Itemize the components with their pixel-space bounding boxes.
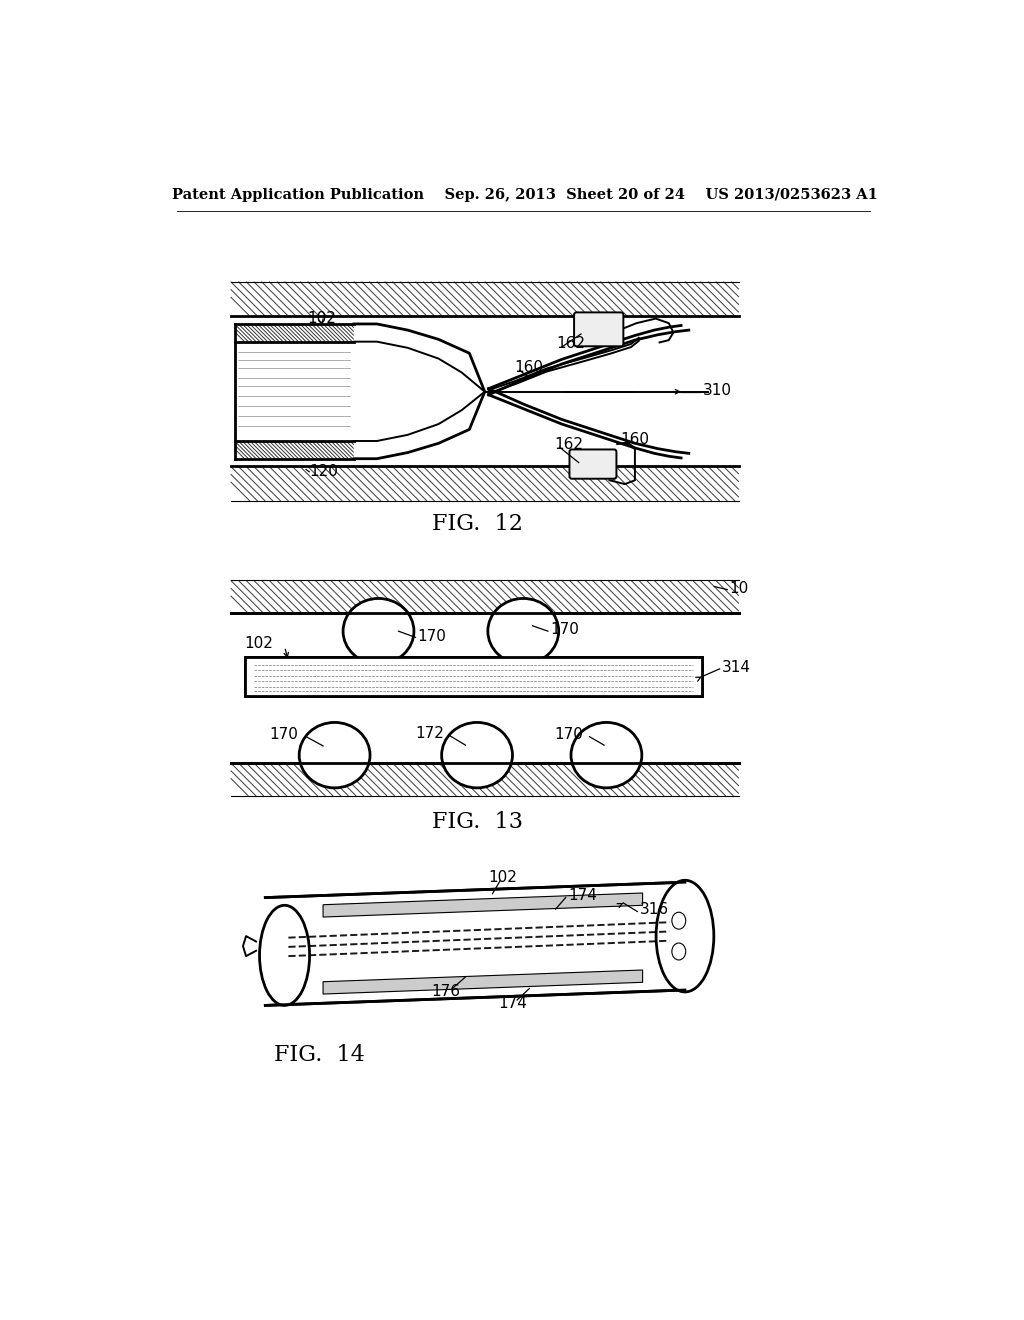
Text: 316: 316 <box>640 903 669 917</box>
Text: FIG.  12: FIG. 12 <box>432 513 522 535</box>
Text: 162: 162 <box>554 437 583 451</box>
Ellipse shape <box>672 942 686 960</box>
Text: 102: 102 <box>244 636 273 651</box>
Text: FIG.  14: FIG. 14 <box>273 1044 365 1067</box>
Bar <box>245 657 701 696</box>
Text: 102: 102 <box>307 312 336 326</box>
Text: 170: 170 <box>550 622 580 638</box>
Polygon shape <box>323 970 643 994</box>
Ellipse shape <box>656 880 714 991</box>
Text: 162: 162 <box>556 337 586 351</box>
Ellipse shape <box>259 906 309 1006</box>
Text: 172: 172 <box>415 726 444 741</box>
Ellipse shape <box>343 598 414 664</box>
Text: 160: 160 <box>621 432 649 447</box>
Text: 170: 170 <box>269 727 298 742</box>
Text: 10: 10 <box>730 581 749 595</box>
Bar <box>245 657 701 696</box>
Text: Patent Application Publication    Sep. 26, 2013  Sheet 20 of 24    US 2013/02536: Patent Application Publication Sep. 26, … <box>172 189 878 202</box>
Polygon shape <box>323 894 643 917</box>
Ellipse shape <box>487 598 559 664</box>
Text: 174: 174 <box>498 995 527 1011</box>
Text: FIG.  13: FIG. 13 <box>431 810 522 833</box>
Text: 160: 160 <box>514 359 543 375</box>
Bar <box>234 345 354 438</box>
Ellipse shape <box>299 722 370 788</box>
Text: 170: 170 <box>554 727 584 742</box>
Ellipse shape <box>441 722 512 788</box>
Text: 120: 120 <box>309 465 338 479</box>
Text: 176: 176 <box>432 983 461 999</box>
Text: 314: 314 <box>722 660 751 675</box>
Text: 170: 170 <box>418 630 446 644</box>
Text: 310: 310 <box>702 383 732 397</box>
FancyBboxPatch shape <box>569 449 616 479</box>
Text: 102: 102 <box>488 870 517 886</box>
Ellipse shape <box>571 722 642 788</box>
Text: 174: 174 <box>568 888 597 903</box>
FancyBboxPatch shape <box>574 313 624 346</box>
Ellipse shape <box>672 912 686 929</box>
Polygon shape <box>265 882 685 1006</box>
Polygon shape <box>354 323 484 459</box>
